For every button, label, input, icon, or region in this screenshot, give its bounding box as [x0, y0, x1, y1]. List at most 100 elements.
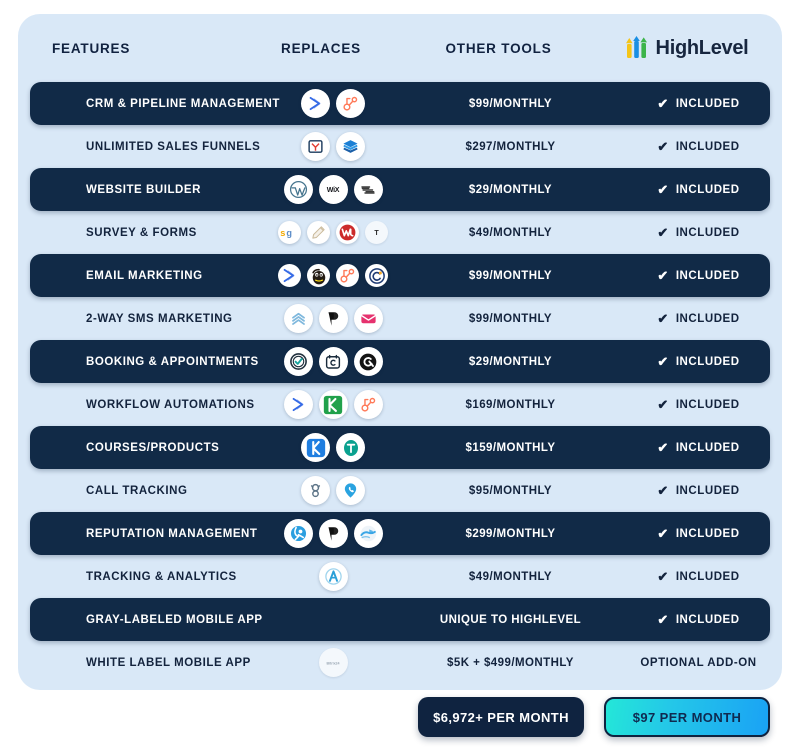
other-tools-price: $99/MONTHLY [468, 269, 553, 282]
row-feature-cell: BOOKING & APPOINTMENTS [30, 355, 259, 368]
row-other-tools-cell: UNIQUE TO HIGHLEVEL [418, 614, 603, 626]
check-icon: ✔ [657, 268, 669, 283]
row-feature-cell: REPUTATION MANAGEMENT [30, 528, 257, 540]
feature-label: SURVEY & FORMS [86, 226, 197, 239]
feature-label: WEBSITE BUILDER [86, 183, 201, 196]
replaced-tool-icons [248, 347, 418, 376]
highlevel-status-label: INCLUDED [675, 97, 740, 110]
check-icon: ✔ [657, 182, 669, 197]
row-other-tools-cell: $95/MONTHLY [418, 485, 603, 497]
highlevel-status-label: OPTIONAL ADD-ON [640, 656, 757, 669]
highlevel-status-label: INCLUDED [675, 226, 740, 239]
highlevel-status-label: INCLUDED [675, 484, 740, 497]
row-feature-cell: SURVEY & FORMS [30, 227, 248, 239]
highlevel-arrows-icon [625, 36, 651, 60]
other-tools-total-button[interactable]: $6,972+ PER MONTH [418, 697, 584, 737]
row-highlevel-cell: ✔ INCLUDED [603, 269, 782, 282]
highlevel-status: ✔ INCLUDED [603, 97, 782, 110]
highlevel-status-label: INCLUDED [675, 570, 740, 583]
highlevel-status: ✔ INCLUDED [603, 226, 782, 239]
row-highlevel-cell: ✔ INCLUDED [603, 570, 782, 583]
highlevel-status: ✔ INCLUDED [603, 527, 782, 540]
table-row: 2-WAY SMS MARKETING $99/MONTHLY ✔ INCLUDED [30, 297, 770, 340]
highlevel-status: ✔ INCLUDED [603, 441, 782, 454]
highlevel-status-label: INCLUDED [675, 441, 740, 454]
other-tools-price: $99/MONTHLY [468, 97, 553, 110]
row-highlevel-cell: ✔ INCLUDED [603, 398, 782, 411]
row-highlevel-cell: ✔ INCLUDED [603, 484, 782, 497]
highlevel-status-label: INCLUDED [675, 527, 740, 540]
row-feature-cell: GRAY-LABELED MOBILE APP [30, 613, 263, 626]
other-tools-price: $5K + $499/MONTHLY [447, 656, 574, 669]
check-icon: ✔ [657, 225, 669, 240]
check-icon: ✔ [657, 526, 669, 541]
squarespace-icon [353, 175, 383, 204]
convertkit-icon [365, 264, 388, 287]
highlevel-total-button[interactable]: $97 PER MONTH [604, 697, 770, 737]
replaced-tool-icons [248, 89, 418, 118]
textmagic-icon [353, 304, 383, 333]
comparison-card: FEATURES REPLACES OTHER TOOLS [18, 14, 782, 690]
row-replaces-cell [248, 476, 418, 505]
highlevel-status-label: INCLUDED [675, 312, 740, 325]
feature-label: GRAY-LABELED MOBILE APP [86, 613, 263, 626]
feature-label: TRACKING & ANALYTICS [86, 570, 237, 583]
hubspot-icon [336, 89, 365, 118]
row-replaces-cell [248, 264, 418, 287]
table-header: FEATURES REPLACES OTHER TOOLS [18, 14, 782, 82]
wix-icon: WiX [318, 175, 348, 204]
other-tools-price: $29/MONTHLY [468, 355, 553, 368]
clickfunnels-icon [301, 132, 330, 161]
row-other-tools-cell: $297/MONTHLY [418, 141, 603, 153]
row-other-tools-cell: $49/MONTHLY [418, 227, 603, 239]
hubspot-icon [353, 390, 383, 419]
row-other-tools-cell: $49/MONTHLY [418, 571, 603, 583]
highlevel-status-label: INCLUDED [675, 398, 740, 411]
row-feature-cell: WORKFLOW AUTOMATIONS [30, 399, 254, 411]
table-row: TRACKING & ANALYTICS $49/MONTHLY ✔ INCLUDED [30, 555, 770, 598]
table-row: SURVEY & FORMS s g T $49/MONTHLY ✔ INCLUDED [30, 211, 770, 254]
row-highlevel-cell: ✔ INCLUDED [603, 226, 782, 239]
jotform-icon [307, 221, 330, 244]
grade-us-icon [353, 519, 383, 548]
replaced-tool-icons [248, 433, 418, 462]
table-row: UNLIMITED SALES FUNNELS $297/MONTHLY ✔ INCL… [30, 125, 770, 168]
table-row: WORKFLOW AUTOMATIONS $169/MONTHLY ✔ INCLUDE… [30, 383, 770, 426]
row-replaces-cell: WiX [248, 175, 418, 204]
other-tools-price: $99/MONTHLY [468, 312, 553, 325]
other-tools-price: $299/MONTHLY [465, 527, 556, 540]
wufoo-icon [336, 221, 359, 244]
check-icon: ✔ [657, 96, 669, 111]
table-row: CRM & PIPELINE MANAGEMENT $99/MONTHLY ✔ INC… [30, 82, 770, 125]
activecampaign-icon [283, 390, 313, 419]
row-other-tools-cell: $99/MONTHLY [418, 270, 603, 282]
feature-label: BOOKING & APPOINTMENTS [86, 355, 259, 368]
replaced-tool-icons [248, 562, 418, 591]
other-tools-price: $49/MONTHLY [468, 226, 553, 239]
table-row: GRAY-LABELED MOBILE APP UNIQUE TO HIGHLEV… [30, 598, 770, 641]
highlevel-status: ✔ INCLUDED [603, 398, 782, 411]
other-tools-price: UNIQUE TO HIGHLEVEL [439, 613, 582, 626]
check-icon: ✔ [657, 612, 669, 627]
row-highlevel-cell: ✔ INCLUDED [603, 355, 782, 368]
row-highlevel-cell: ✔ INCLUDED [603, 183, 782, 196]
row-replaces-cell [248, 347, 418, 376]
highlevel-status: ✔ INCLUDED [603, 312, 782, 325]
row-feature-cell: UNLIMITED SALES FUNNELS [30, 141, 260, 153]
feature-label: COURSES/PRODUCTS [86, 441, 220, 454]
header-cell-other-tools: OTHER TOOLS [406, 41, 591, 56]
podium-icon [318, 519, 348, 548]
row-other-tools-cell: $299/MONTHLY [418, 528, 603, 540]
row-other-tools-cell: $29/MONTHLY [418, 184, 603, 196]
highlevel-status-label: INCLUDED [675, 269, 740, 282]
header-cell-features: FEATURES [18, 41, 236, 56]
callfire-icon [336, 476, 365, 505]
analytics-icon [318, 562, 348, 591]
row-highlevel-cell: ✔ INCLUDED [603, 312, 782, 325]
row-feature-cell: CALL TRACKING [30, 485, 248, 497]
replaced-tool-icons [248, 264, 418, 287]
check-icon: ✔ [657, 440, 669, 455]
feature-label: CRM & PIPELINE MANAGEMENT [86, 97, 280, 110]
row-highlevel-cell: OPTIONAL ADD-ON [603, 657, 782, 669]
